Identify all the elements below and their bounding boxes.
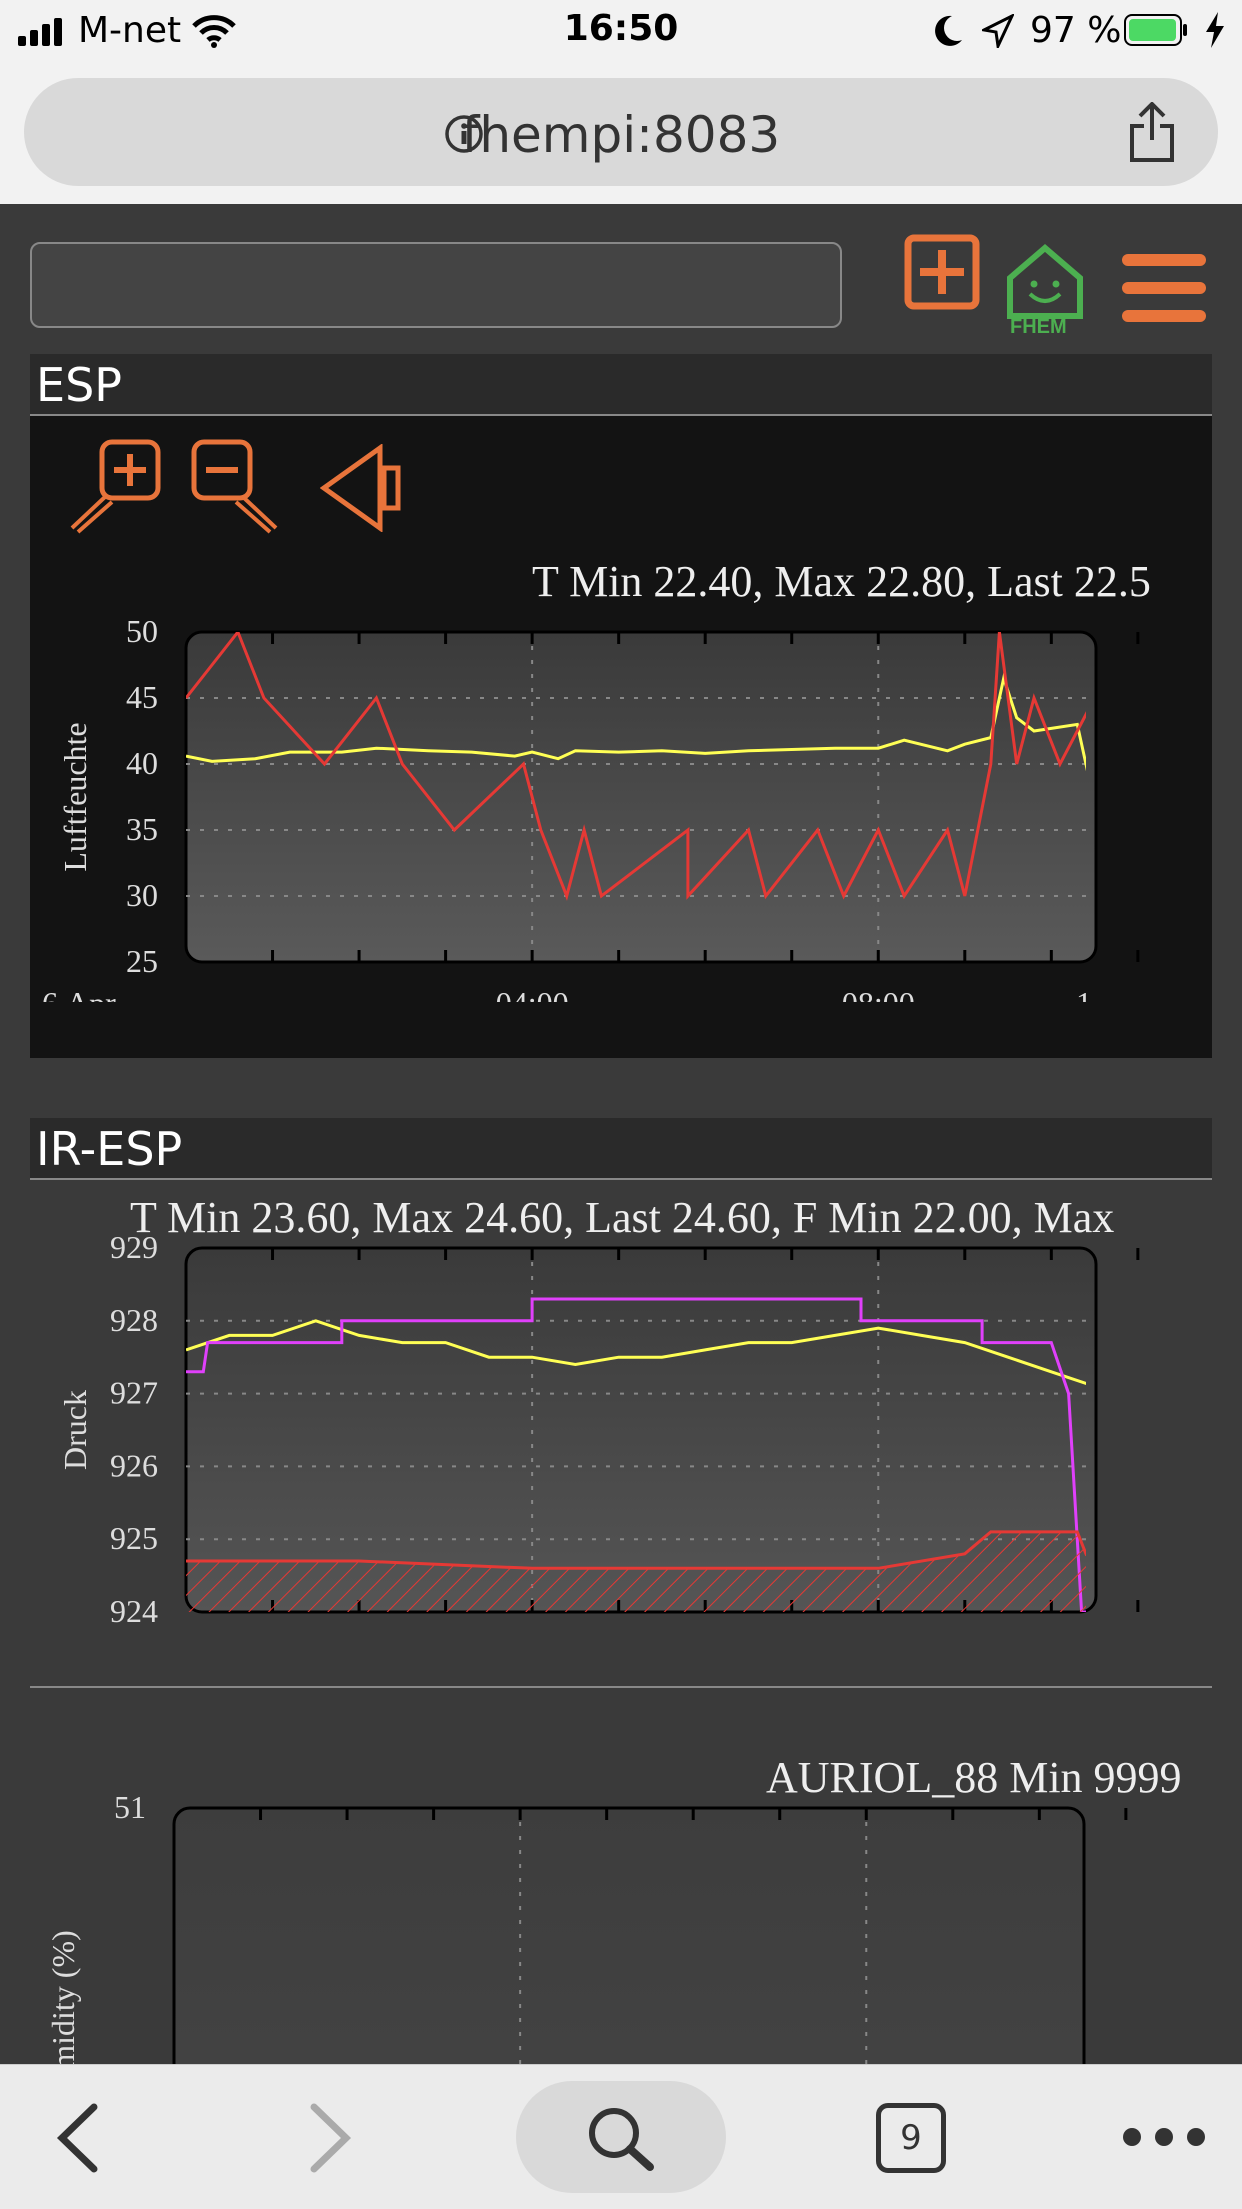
charging-bolt-icon — [1206, 12, 1224, 48]
y-tick-label: 926 — [110, 1447, 158, 1483]
address-bar[interactable]: fhempi:8083 — [24, 78, 1218, 186]
y-tick-label: 925 — [110, 1520, 158, 1556]
panel-auriol: AURIOL_88 Min 9999 51 umidity (%) — [30, 1700, 1212, 2064]
menu-icon[interactable] — [1122, 252, 1206, 324]
fhem-header: FHEM — [0, 204, 1242, 354]
series-line — [186, 1297, 1086, 1612]
tabs-button[interactable]: 9 — [876, 2103, 946, 2173]
panel-esp: ESP T Min 22.40, Max 22.80, Last 22.5 25… — [30, 354, 1212, 1058]
panel-divider — [30, 1178, 1212, 1180]
command-input[interactable] — [30, 242, 842, 328]
chart-title: AURIOL_88 Min 9999 — [766, 1753, 1182, 1802]
search-icon — [589, 2108, 654, 2171]
moon-icon — [935, 15, 962, 46]
y-tick-label: 927 — [110, 1375, 158, 1411]
series-line — [186, 672, 1086, 772]
browser-bottom-bar: 9 — [0, 2064, 1242, 2209]
y-tick-label: 25 — [126, 943, 158, 979]
panel-ir-esp: IR-ESP T Min 23.60, Max 24.60, Last 24.6… — [30, 1118, 1212, 1688]
plot-background — [172, 1806, 1086, 2064]
house-smiley-icon — [1007, 244, 1083, 319]
panel-divider — [30, 414, 1212, 416]
y-tick-label: 51 — [114, 1790, 146, 1825]
search-button[interactable] — [516, 2081, 726, 2193]
x-tick-label: 08:00 — [842, 985, 915, 1002]
y-tick-label: 45 — [126, 679, 158, 715]
y-tick-label: 929 — [110, 1236, 158, 1265]
chart-esp-humidity[interactable]: 25 30 35 40 45 50 6.Apr 04:00 08:00 1 Luftfeuchte — [30, 602, 1212, 1002]
y-tick-label: 50 — [126, 613, 158, 649]
wifi-icon — [192, 15, 236, 48]
panel-title: IR-ESP — [36, 1122, 183, 1176]
browser-toolbar: fhempi:8083 — [0, 62, 1242, 204]
back-icon[interactable] — [56, 2103, 100, 2173]
x-tick-label: 6.Apr — [42, 985, 116, 1002]
series-group — [186, 632, 1086, 901]
chart-auriol-humidity[interactable]: 51 umidity (%) — [30, 1790, 1212, 2064]
plot-background — [184, 630, 1098, 964]
zoom-out-icon[interactable] — [190, 438, 290, 536]
y-axis-label: Luftfeuchte — [57, 722, 93, 871]
status-time: 16:50 — [563, 8, 679, 49]
add-device-icon[interactable] — [904, 234, 980, 310]
chart-ir-esp-pressure[interactable]: 9249259269279289296.Apr04:0008:001Druck — [30, 1236, 1212, 1634]
chart-title: T Min 23.60, Max 24.60, Last 24.60, F Mi… — [130, 1193, 1115, 1242]
y-axis-label: Druck — [57, 1390, 93, 1470]
tab-count: 9 — [900, 2118, 922, 2158]
signal-icon — [18, 18, 62, 46]
battery-icon — [1124, 14, 1187, 46]
battery-percent: 97 % — [1030, 10, 1122, 51]
url-text[interactable]: fhempi:8083 — [461, 106, 781, 164]
y-tick-label: 924 — [110, 1593, 158, 1629]
panel-title: ESP — [36, 358, 123, 412]
series-line — [186, 632, 1086, 901]
y-axis-label: umidity (%) — [45, 1930, 81, 2064]
fhem-logo[interactable]: FHEM — [1002, 242, 1088, 342]
previous-period-icon[interactable] — [320, 444, 404, 532]
series-group — [186, 1297, 1086, 1612]
fhem-logo-text: FHEM — [1010, 316, 1067, 338]
more-icon[interactable] — [1122, 2127, 1206, 2147]
y-tick-label: 928 — [110, 1302, 158, 1338]
series-line — [186, 1530, 1086, 1570]
info-icon[interactable] — [444, 114, 484, 154]
x-tick-label: 1 — [1076, 985, 1092, 1002]
forward-icon[interactable] — [308, 2103, 352, 2173]
y-tick-label: 40 — [126, 745, 158, 781]
chart-title: T Min 22.40, Max 22.80, Last 22.5 — [532, 557, 1151, 606]
panel-divider — [30, 1686, 1212, 1688]
x-tick-label: 04:00 — [496, 985, 569, 1002]
series-area — [186, 1531, 1086, 1612]
y-tick-label: 35 — [126, 811, 158, 847]
share-icon[interactable] — [1128, 102, 1176, 162]
carrier-label: M-net — [78, 10, 182, 51]
status-bar: M-net 16:50 97 % — [0, 0, 1242, 62]
location-arrow-icon — [982, 14, 1014, 48]
zoom-in-icon[interactable] — [66, 438, 166, 536]
series-line — [186, 1319, 1086, 1386]
y-tick-label: 30 — [126, 877, 158, 913]
